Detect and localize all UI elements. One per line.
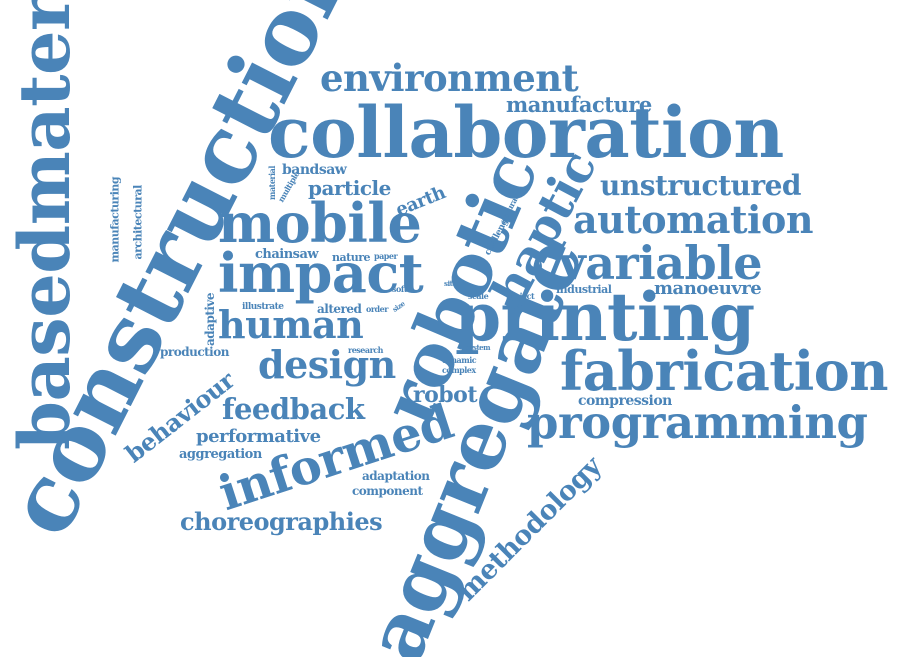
- word-dynamic: dynamic: [442, 355, 477, 365]
- word-feedback: feedback: [222, 392, 365, 426]
- word-aggregation: aggregation: [179, 447, 262, 462]
- word-adaptation: adaptation: [362, 469, 430, 483]
- word-printing: printing: [455, 278, 755, 356]
- word-impact: impact: [218, 241, 424, 305]
- word-complex: complex: [442, 365, 476, 375]
- word-performative: performative: [196, 426, 321, 447]
- word-mobile: mobile: [218, 191, 422, 255]
- word-project: project: [506, 291, 535, 301]
- word-site: site: [444, 279, 457, 288]
- word-soft: soft: [392, 284, 407, 294]
- word-paper: paper: [374, 251, 398, 261]
- word-order: order: [366, 304, 388, 314]
- word-material: material: [267, 166, 277, 200]
- word-design: design: [258, 342, 396, 387]
- word-choreographies: choreographies: [180, 507, 383, 536]
- word-robot: robot: [413, 382, 477, 408]
- word-research: research: [348, 345, 383, 355]
- word-fabrication: fabrication: [560, 339, 889, 403]
- word-industrial: industrial: [556, 283, 612, 296]
- word-component: component: [352, 484, 423, 498]
- word-compression: compression: [578, 393, 672, 409]
- word-particle: particle: [308, 176, 391, 200]
- word-unstructured: unstructured: [600, 169, 802, 202]
- word-altered: altered: [317, 302, 362, 316]
- word-bandsaw: bandsaw: [282, 162, 347, 178]
- word-automation: automation: [573, 197, 813, 242]
- word-collaboration: collaboration: [268, 91, 784, 174]
- word-variable: variable: [559, 236, 762, 290]
- word-chainsaw: chainsaw: [255, 247, 319, 262]
- word-environment: environment: [320, 56, 579, 100]
- word-manufacture: manufacture: [506, 92, 652, 117]
- word-manufacturing: manufacturing: [108, 176, 122, 263]
- word-human: human: [218, 302, 364, 347]
- word-adaptive: adaptive: [203, 292, 217, 346]
- word-nature: nature: [332, 251, 371, 264]
- word-scale: scale: [468, 291, 489, 301]
- word-manoeuvre: manoeuvre: [654, 278, 762, 299]
- word-system: system: [466, 343, 491, 352]
- word-architectural: architectural: [131, 185, 145, 260]
- word-illustrate: illustrate: [242, 302, 284, 312]
- word-programming: programming: [527, 396, 868, 449]
- word-production: production: [160, 345, 229, 359]
